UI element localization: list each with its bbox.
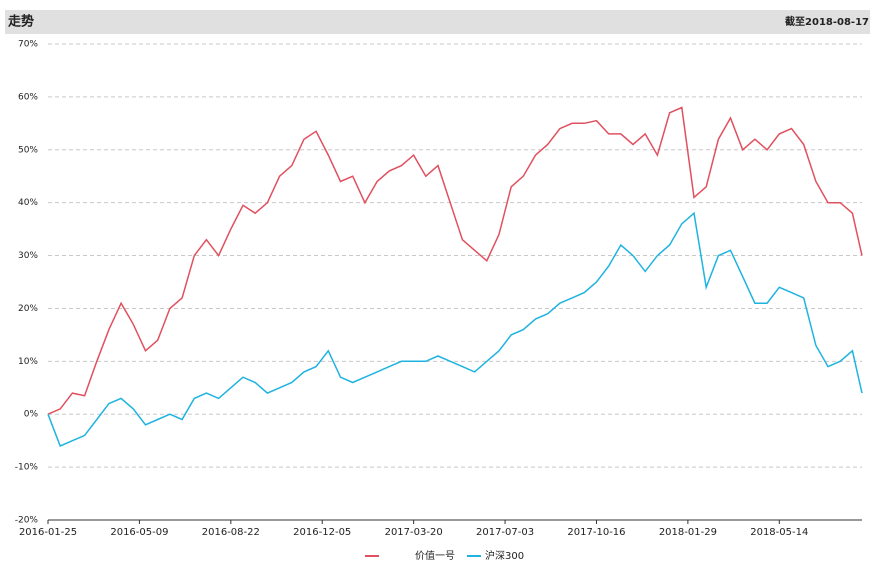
legend-label: 价值一号 [415,549,455,562]
x-tick-label: 2017-03-20 [385,527,443,538]
y-tick-label: -20% [15,516,39,526]
x-tick-label: 2017-10-16 [567,527,625,538]
y-tick-label: 30% [18,251,38,261]
line-series [47,211,863,448]
legend-label: 沪深300 [485,549,524,562]
x-tick-label: 2018-05-14 [750,527,808,538]
chart-title: 走势 [8,14,34,30]
x-tick-label: 2016-05-09 [110,527,168,538]
y-tick-label: 20% [18,304,38,314]
y-tick-label: 10% [18,357,38,367]
y-tick-label: 50% [18,145,38,155]
x-tick-label: 2016-12-05 [293,527,351,538]
x-tick-label: 2016-08-22 [202,527,260,538]
x-tick-label: 2016-01-25 [19,527,77,538]
x-tick-label: 2017-07-03 [476,527,534,538]
header-bar [5,10,870,34]
y-tick-label: 60% [18,92,38,102]
x-tick-label: 2018-01-29 [659,527,717,538]
line-series [47,106,863,415]
y-tick-label: 70% [18,40,38,50]
y-tick-label: -10% [15,463,39,473]
chart-subtitle: 截至2018-08-17 [785,15,869,28]
y-tick-label: 0% [24,410,39,420]
y-tick-label: 40% [18,198,38,208]
